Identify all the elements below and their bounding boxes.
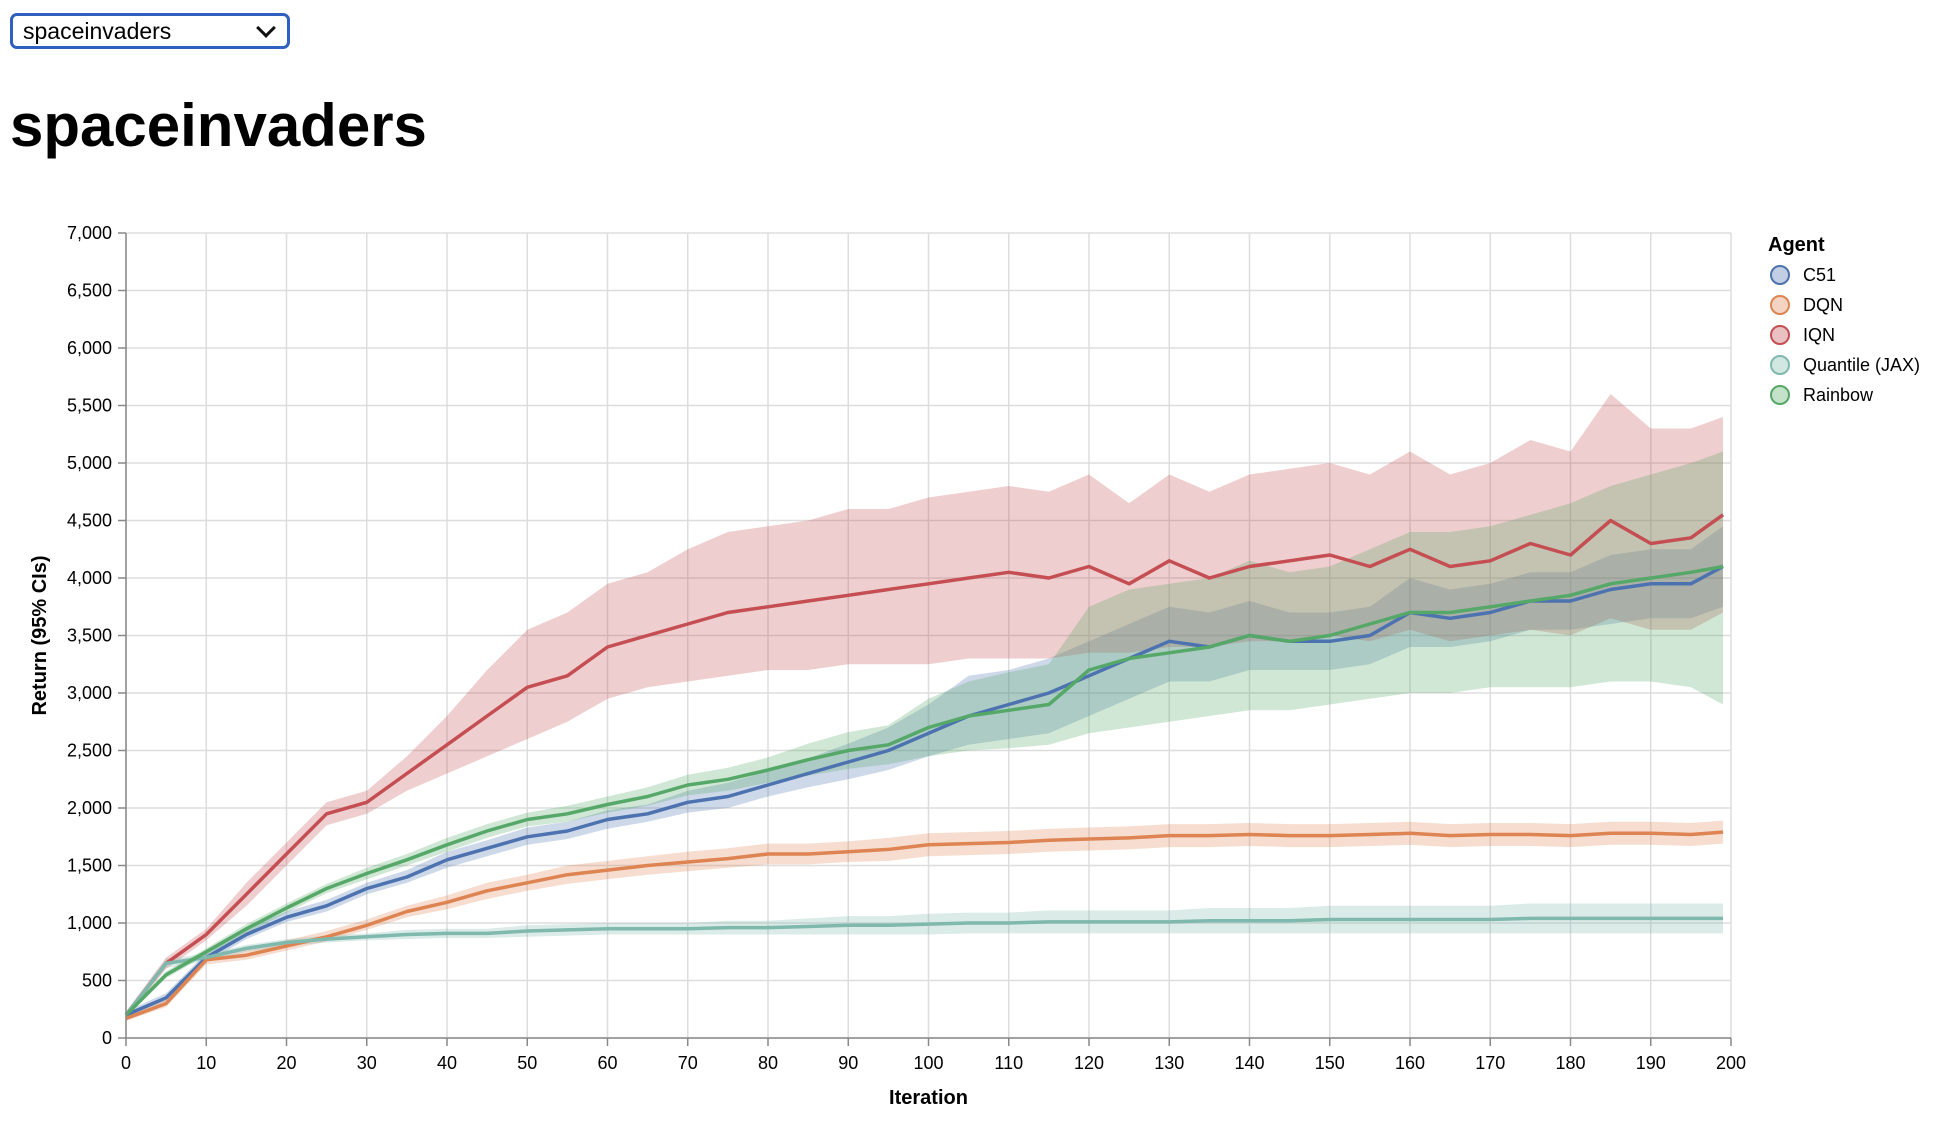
x-tick-label: 10 [196, 1053, 216, 1073]
ci-band-dqn [126, 820, 1723, 1021]
legend-title: Agent [1768, 234, 1825, 256]
y-tick-label: 3,500 [67, 626, 112, 646]
x-tick-label: 170 [1475, 1053, 1505, 1073]
x-tick-label: 140 [1234, 1053, 1264, 1073]
y-tick-label: 0 [102, 1028, 112, 1048]
ci-band-c51 [126, 526, 1723, 1018]
legend-swatch-quantile-jax [1770, 355, 1790, 375]
game-select-dropdown[interactable]: spaceinvaders [10, 13, 290, 49]
y-tick-label: 1,500 [67, 856, 112, 876]
legend-label-rainbow: Rainbow [1803, 385, 1874, 405]
legend-label-c51: C51 [1803, 265, 1836, 285]
x-tick-label: 180 [1555, 1053, 1585, 1073]
legend-swatch-dqn [1770, 295, 1790, 315]
x-tick-label: 30 [357, 1053, 377, 1073]
x-tick-label: 110 [994, 1053, 1023, 1073]
x-tick-label: 40 [437, 1053, 457, 1073]
x-tick-label: 0 [121, 1053, 131, 1073]
ci-band-iqn [126, 394, 1723, 1018]
y-tick-label: 1,000 [67, 913, 112, 933]
series-line-quantile-jax [124, 916, 1723, 1017]
series-lines [124, 513, 1725, 1021]
x-tick-label: 150 [1315, 1053, 1345, 1073]
x-tick-label: 120 [1074, 1053, 1104, 1073]
series-line-rainbow [124, 564, 1724, 1017]
x-tick-label: 190 [1636, 1053, 1666, 1073]
x-tick-label: 20 [276, 1053, 296, 1073]
y-tick-label: 5,000 [67, 453, 112, 473]
legend-swatch-iqn [1770, 325, 1790, 345]
y-tick-label: 2,000 [67, 798, 112, 818]
axes [118, 232, 1732, 1046]
series-line-dqn [125, 830, 1724, 1021]
y-tick-label: 7,000 [67, 223, 112, 243]
legend-label-quantile-jax: Quantile (JAX) [1803, 355, 1920, 375]
x-tick-label: 90 [838, 1053, 858, 1073]
x-axis-title: Iteration [889, 1087, 968, 1109]
legend-swatch-c51 [1770, 265, 1790, 285]
series-line-iqn [124, 513, 1725, 1017]
legend-swatch-rainbow [1770, 385, 1790, 405]
x-tick-label: 160 [1395, 1053, 1425, 1073]
y-tick-label: 5,500 [67, 396, 112, 416]
x-tick-label: 100 [913, 1053, 943, 1073]
y-tick-label: 4,000 [67, 568, 112, 588]
legend: Agent C51 DQN IQN Quantile (JAX) Rainbow [1768, 234, 1920, 405]
x-tick-label: 80 [758, 1053, 778, 1073]
tick-labels: 0 10 20 30 40 50 60 70 80 90 100 110 120 130 140 150 160… [67, 223, 1746, 1073]
y-axis-title: Return (95% CIs) [29, 555, 51, 715]
legend-label-dqn: DQN [1803, 295, 1843, 315]
x-tick-label: 200 [1716, 1053, 1746, 1073]
y-tick-label: 4,500 [67, 511, 112, 531]
y-tick-label: 6,000 [67, 338, 112, 358]
x-tick-label: 70 [678, 1053, 698, 1073]
x-tick-label: 130 [1154, 1053, 1184, 1073]
x-tick-label: 50 [517, 1053, 537, 1073]
y-tick-label: 3,000 [67, 683, 112, 703]
y-tick-label: 2,500 [67, 741, 112, 761]
y-tick-label: 500 [82, 971, 112, 991]
legend-label-iqn: IQN [1803, 325, 1835, 345]
y-tick-label: 6,500 [67, 281, 112, 301]
game-select-value: spaceinvaders [23, 17, 172, 44]
page-title: spaceinvaders [10, 92, 427, 159]
x-tick-label: 60 [597, 1053, 617, 1073]
series-line-c51 [125, 564, 1724, 1017]
